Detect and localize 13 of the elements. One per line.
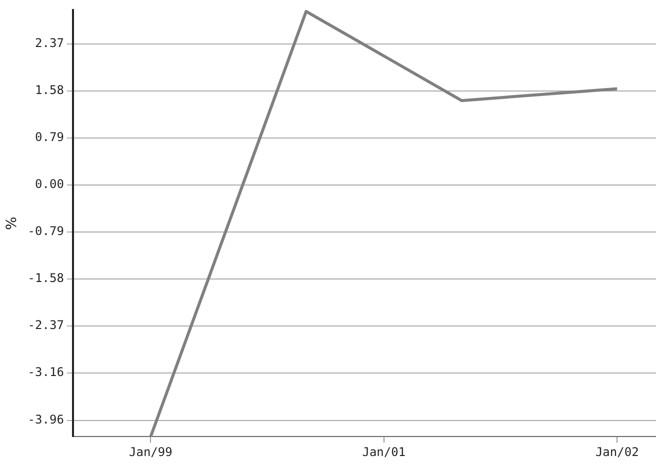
x-tick-label: Jan/02 <box>595 444 639 459</box>
y-tick-label: -1.58 <box>28 271 64 286</box>
x-tick-label: Jan/99 <box>128 444 172 459</box>
x-tick-label: Jan/01 <box>362 444 406 459</box>
y-tick-label: -2.37 <box>28 318 64 332</box>
y-tick-label: -3.16 <box>28 365 64 380</box>
y-axis-title: % <box>4 216 20 230</box>
y-tick-label: -3.96 <box>28 412 64 427</box>
y-tick-label: -0.79 <box>28 224 64 238</box>
y-tick-label: 1.58 <box>35 83 64 98</box>
y-tick-label: 2.37 <box>35 36 64 50</box>
y-tick-label: 0.00 <box>35 177 64 192</box>
y-tick-label: 0.79 <box>35 130 64 144</box>
